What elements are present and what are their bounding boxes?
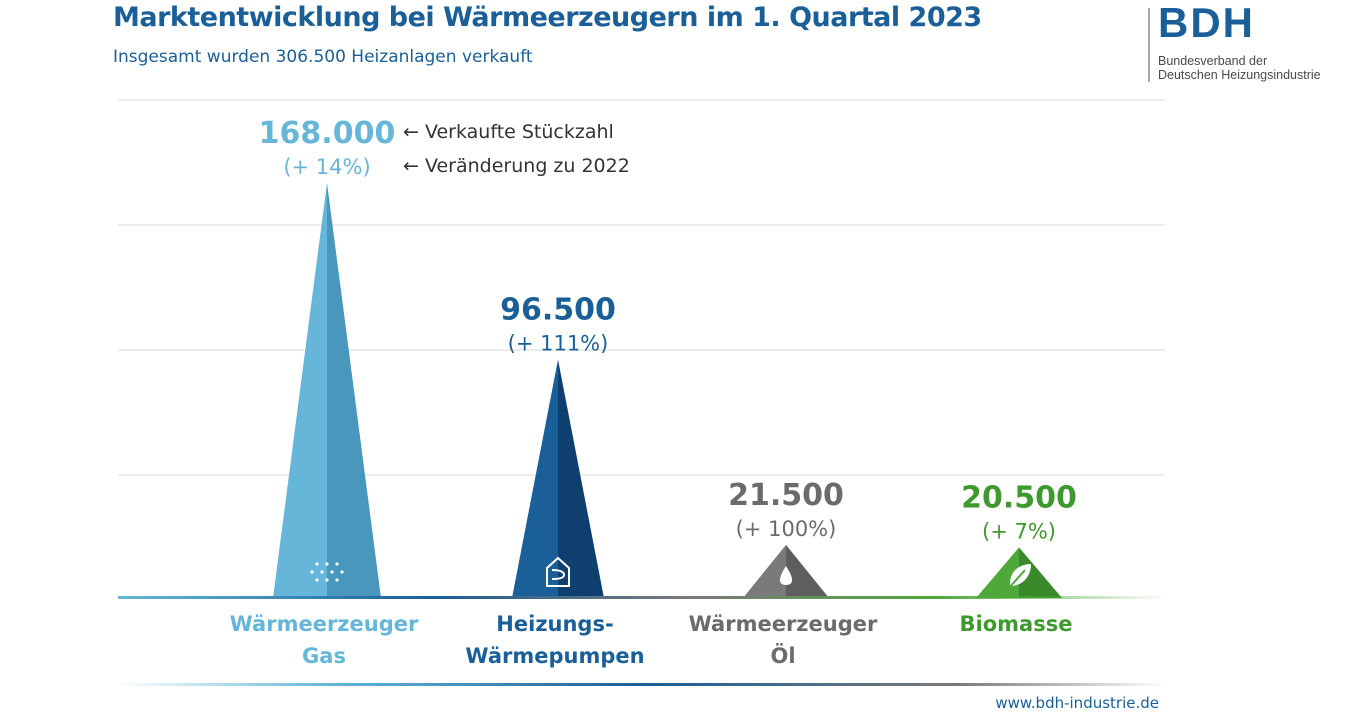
legend-change-note: ← Veränderung zu 2022: [403, 155, 630, 177]
leaf-icon: [1008, 564, 1031, 589]
chart-marks: [273, 183, 1062, 598]
baseline: [118, 596, 1168, 599]
website-link[interactable]: www.bdh-industrie.de: [995, 694, 1159, 712]
chart-labels: 168.000 (+ 14%) Wärmeerzeuger Gas 96.500 (+ 1…: [230, 116, 1077, 668]
change-label: (+ 100%): [736, 517, 837, 541]
value-label: 20.500: [961, 480, 1077, 515]
legend-value-note: ← Verkaufte Stückzahl: [403, 121, 614, 143]
logo-subtitle: Bundesverband der Deutschen Heizungsindu…: [1158, 54, 1363, 82]
bar-light-side: [743, 544, 786, 598]
page-title: Marktentwicklung bei Wärmeerzeugern im 1…: [113, 2, 982, 33]
value-label: 96.500: [500, 293, 616, 328]
logo-divider: [1148, 8, 1150, 82]
bar-dark-side: [327, 183, 381, 598]
page-subtitle: Insgesamt wurden 306.500 Heizanlagen ver…: [113, 47, 533, 67]
bar-dark-side: [558, 359, 604, 598]
logo-line-1: Bundesverband der: [1158, 54, 1268, 68]
change-label: (+ 7%): [982, 519, 1056, 543]
bar-1: [512, 359, 604, 598]
change-label: (+ 111%): [508, 332, 609, 356]
gas-flame-dots-icon: [310, 562, 344, 582]
value-label: 21.500: [728, 478, 844, 513]
bar-0: [273, 183, 381, 598]
bar-light-side: [273, 183, 327, 598]
bar-light-side: [512, 359, 558, 598]
category-label: Heizungs-: [496, 612, 613, 636]
bar-3: [976, 547, 1062, 598]
category-label: Öl: [770, 643, 795, 668]
bar-dark-side: [786, 544, 829, 598]
oil-drop-icon: [780, 566, 792, 585]
logo-line-2: Deutschen Heizungsindustrie: [1158, 68, 1321, 82]
bar-light-side: [976, 547, 1019, 598]
gridlines: [118, 99, 1165, 476]
category-label: Wärmeerzeuger: [230, 612, 419, 636]
bar-dark-side: [1019, 547, 1062, 598]
bar-2: [743, 544, 829, 598]
category-label: Wärmepumpen: [465, 644, 644, 668]
category-label: Gas: [302, 644, 346, 668]
heat-pump-house-icon: [546, 556, 570, 587]
change-label: (+ 14%): [283, 155, 370, 179]
value-label: 168.000: [259, 116, 396, 151]
category-label: Biomasse: [960, 612, 1073, 636]
category-label: Wärmeerzeuger: [689, 612, 878, 636]
logo-text: BDH: [1158, 0, 1255, 46]
footer-rule: [118, 683, 1168, 686]
bdh-logo: BDH Bundesverband der Deutschen Heizungs…: [1148, 2, 1363, 84]
